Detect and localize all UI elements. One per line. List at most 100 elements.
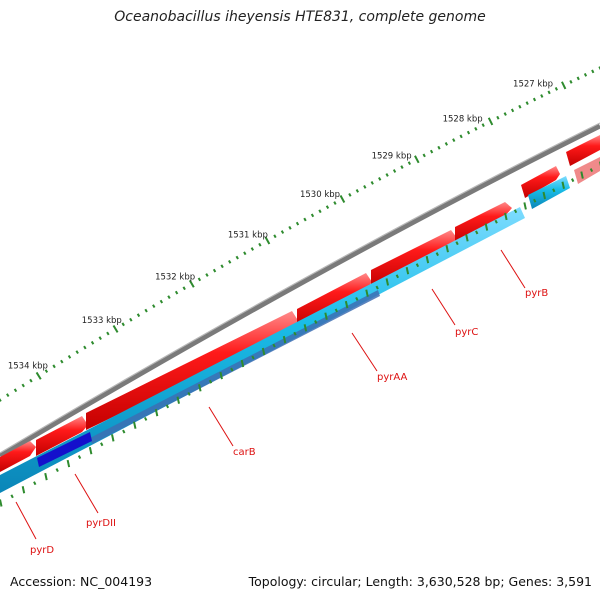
scale-major-tick [487,117,494,126]
scale-minor-tick [60,359,64,364]
inner-tick [198,384,202,392]
scale-ruler: 1527 kbp 1528 kbp 1529 kbp 1530 kbp 1531 kbp… [0,66,600,402]
scale-minor-tick [540,94,544,98]
inner-tick-ruler [0,161,600,507]
scale-minor-tick [205,273,209,277]
scale-major-tick [339,194,346,203]
inner-tick [365,289,369,297]
inner-tick [445,244,449,253]
inner-tick [494,219,498,224]
scale-label: 1531 kbp [228,231,268,241]
gene-leader-line [351,332,378,372]
inner-tick [395,274,400,279]
scale-minor-tick [0,398,2,402]
inner-tick [523,202,527,210]
scale-minor-tick [250,247,255,251]
scale-minor-tick [67,354,72,359]
inner-tick [66,459,71,468]
gene-leader-line [208,406,234,447]
scale-label: 1532 kbp [155,273,195,283]
inner-tick [435,252,439,257]
scale-minor-tick [152,304,156,309]
scale-minor-tick [44,369,49,373]
gene-label-pyrAA[interactable]: pyrAA [377,372,407,383]
scale-major-tick [188,279,195,288]
gene-label-pyrC[interactable]: pyrC [455,327,478,338]
scale-minor-tick [363,184,367,189]
inner-tick [33,481,37,486]
scale-major-tick [264,236,271,245]
inner-tick [504,212,508,221]
cds-segment[interactable] [86,311,299,430]
inner-tick [187,392,191,396]
genome-backbone [0,123,600,459]
inner-tick [455,241,459,246]
scale-minor-tick [235,255,239,260]
scale-label: 1533 kbp [82,316,122,326]
inner-tick [282,335,287,344]
inner-tick [44,472,48,481]
scale-minor-tick [136,313,141,318]
inner-tick [425,255,430,264]
scale-minor-tick [220,264,224,269]
cds-segment[interactable] [528,176,570,209]
inner-tick [542,191,546,200]
gene-label-pyrB[interactable]: pyrB [525,288,548,299]
cds-segment[interactable] [521,166,560,198]
inner-tick [55,468,59,473]
scale-minor-tick [437,145,441,150]
scale-minor-tick [159,299,164,304]
scale-minor-tick [348,193,352,197]
inner-tick [405,266,410,275]
scale-minor-tick [496,115,500,120]
scale-minor-tick [407,161,412,166]
inner-tick [580,171,584,179]
forward-cds-track [0,135,600,472]
cds-segment[interactable] [566,135,600,166]
scale-label: 1534 kbp [8,362,48,372]
scale-minor-tick [52,364,56,369]
scale-minor-tick [466,130,471,135]
scale-major-tick [414,155,420,164]
scale-major-tick [561,81,567,90]
inner-tick [344,300,349,309]
gene-label-pyrD[interactable]: pyrD [30,545,54,556]
scale-minor-tick [452,138,456,143]
scale-minor-tick [90,340,95,345]
scale-minor-tick [106,331,110,336]
scale-minor-tick [144,308,148,313]
scale-minor-tick [481,123,485,127]
inner-tick [334,308,339,313]
inner-tick [0,499,3,507]
inner-tick [571,178,575,183]
cds-segment[interactable] [455,202,512,243]
inner-tick [303,324,308,332]
inner-tick [324,312,328,320]
inner-tick [154,408,159,417]
cds-segment[interactable] [574,157,600,184]
cds-segment[interactable] [36,416,88,456]
inner-tick [355,296,359,301]
cds-segment[interactable] [0,441,36,472]
inner-tick [465,234,469,242]
scale-minor-tick [295,221,300,226]
inner-tick [251,355,255,360]
scale-minor-tick [121,322,125,327]
gene-leader-line [74,473,99,514]
inner-tick [385,278,390,286]
gene-label-carB[interactable]: carB [233,447,256,458]
scale-minor-tick [474,126,478,131]
scale-minor-tick [503,112,507,116]
inner-tick [111,434,115,442]
scale-minor-tick [29,378,33,383]
scale-minor-tick [370,181,374,185]
scale-minor-tick [280,230,285,234]
gene-leader-line [500,249,526,289]
gene-label-group: pyrB pyrC pyrAA carB pyrDII pyrD [15,249,548,556]
gene-label-pyrDII[interactable]: pyrDII [86,518,116,529]
inner-tick [21,486,26,494]
scale-minor-tick [75,350,79,355]
scale-minor-tick [333,201,337,205]
inner-tick [77,455,82,460]
scale-minor-tick [576,76,580,81]
